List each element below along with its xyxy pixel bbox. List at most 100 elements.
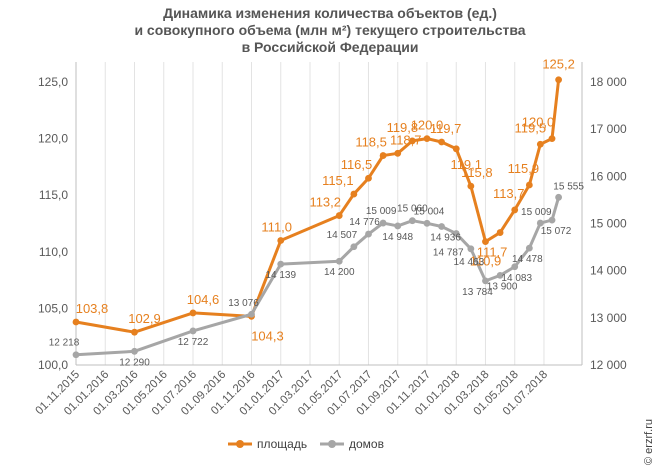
houses-data-label: 12 218	[49, 338, 80, 349]
area-point	[438, 138, 446, 146]
source-note: © erzrf.ru	[643, 419, 655, 465]
area-point	[335, 212, 343, 219]
houses-point	[72, 351, 80, 359]
legend-marker	[236, 440, 244, 448]
area-point	[467, 182, 475, 190]
area-data-label: 115,1	[322, 173, 354, 188]
legend-label: домов	[349, 437, 384, 451]
houses-point	[511, 263, 519, 271]
y-right-tick-label: 16 000	[590, 169, 627, 183]
area-data-label: 115,8	[461, 165, 493, 180]
area-point	[189, 309, 197, 317]
area-point	[394, 149, 402, 157]
area-point	[277, 237, 285, 244]
houses-data-label: 15 009	[366, 206, 397, 217]
y-right-tick-label: 14 000	[590, 264, 627, 278]
area-data-label: 118,7	[390, 132, 422, 147]
series-line-area	[75, 79, 561, 334]
houses-data-label: 15 555	[553, 181, 584, 192]
area-data-label: 119,8	[387, 120, 419, 135]
houses-data-label: 14 787	[433, 248, 464, 259]
area-data-label: 113,2	[309, 195, 341, 210]
houses-point	[496, 271, 504, 279]
legend: площадь домов	[228, 437, 384, 451]
houses-data-label: 14 139	[265, 270, 296, 281]
houses-point	[277, 260, 285, 268]
houses-data-label: 15 072	[541, 226, 572, 237]
area-data-label: 116,5	[341, 157, 373, 172]
houses-point	[548, 216, 556, 224]
area-data-label: 115,9	[508, 161, 540, 176]
area-data-label: 125,2	[542, 57, 575, 72]
legend-label: площадь	[257, 437, 307, 451]
y-right-tick-label: 15 000	[590, 217, 627, 231]
houses-point	[555, 193, 563, 201]
houses-data-label: 15 004	[414, 206, 445, 217]
area-data-label: 119,1	[450, 157, 482, 172]
houses-point	[525, 244, 533, 252]
houses-point	[335, 257, 343, 265]
houses-point	[379, 219, 387, 227]
area-point	[511, 206, 519, 214]
y-right-tick-label: 17 000	[590, 122, 627, 136]
legend-marker	[328, 440, 336, 448]
area-point	[379, 152, 387, 159]
houses-point	[189, 327, 197, 335]
houses-data-label: 13 900	[487, 281, 518, 292]
y-right-tick-label: 12 000	[590, 358, 627, 372]
area-data-label: 104,3	[251, 328, 284, 343]
data-labels: 103,8 102,9 104,6 104,3 111,0 113,2 115,1116,5…	[49, 57, 585, 369]
area-data-label: 120,0	[522, 115, 555, 130]
series-lines	[72, 76, 563, 359]
area-point	[365, 174, 372, 182]
y-left-tick-label: 105,0	[38, 301, 68, 315]
houses-point	[438, 223, 446, 230]
y-left-tick-label: 115,0	[39, 188, 68, 202]
houses-point	[452, 230, 460, 237]
houses-data-label: 12 722	[178, 337, 209, 348]
houses-point	[131, 347, 138, 355]
houses-data-label: 15 060	[397, 204, 428, 215]
area-point	[482, 238, 489, 246]
area-data-label: 118,5	[355, 135, 387, 150]
area-data-label: 102,9	[128, 311, 161, 326]
y-left-tick-label: 100,0	[38, 358, 68, 372]
y-left-tick-label: 125,0	[38, 75, 68, 89]
chart-title-line: и совокупного объема (млн м²) текущего с…	[134, 22, 525, 38]
houses-point	[423, 219, 431, 227]
houses-data-label: 14 478	[512, 254, 543, 265]
area-point	[72, 318, 80, 326]
area-data-label: 113,7	[493, 186, 525, 201]
area-point	[131, 328, 138, 336]
area-point	[423, 135, 431, 143]
area-point	[548, 135, 556, 143]
houses-point	[536, 219, 544, 227]
houses-data-label: 14 948	[382, 232, 413, 243]
chart-title-line: в Российской Федерации	[242, 39, 419, 55]
houses-point	[350, 243, 358, 251]
houses-data-label: 14 776	[349, 217, 380, 228]
chart-title: Динамика изменения количества объектов (…	[134, 5, 525, 55]
area-point	[350, 190, 358, 198]
houses-data-label: 14 507	[327, 230, 358, 241]
houses-data-label: 13 076	[228, 298, 259, 309]
houses-point	[482, 277, 489, 285]
area-point	[555, 76, 563, 84]
houses-point	[408, 217, 416, 225]
houses-data-label: 14 083	[501, 273, 532, 284]
area-data-label: 120,0	[411, 118, 444, 133]
houses-data-label: 15 009	[521, 207, 552, 218]
area-data-label: 119,5	[515, 120, 547, 135]
area-point	[408, 137, 416, 145]
area-point	[452, 145, 460, 153]
source-text: © erzrf.ru	[643, 419, 655, 465]
y-right-tick-label: 13 000	[590, 311, 627, 325]
area-data-label: 103,8	[76, 301, 109, 316]
area-data-label: 110,9	[470, 254, 502, 269]
area-data-label: 111,7	[477, 245, 508, 260]
area-point	[536, 140, 544, 148]
houses-data-label: 13 784	[462, 287, 493, 298]
houses-data-label: 12 290	[119, 357, 150, 368]
y-left-tick-label: 110,0	[39, 245, 68, 259]
